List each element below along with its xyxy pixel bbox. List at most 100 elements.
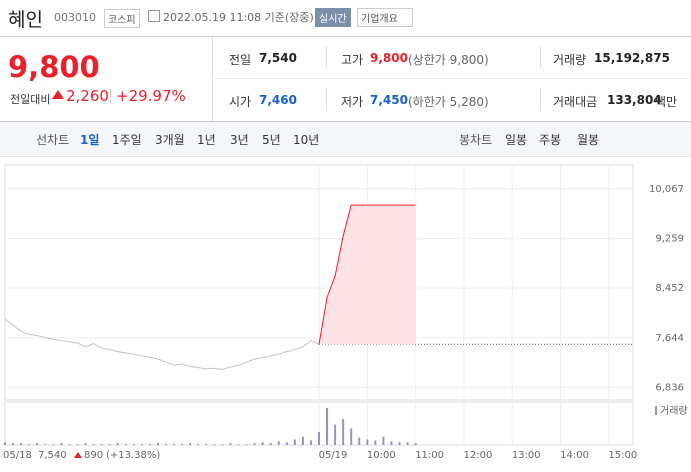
- volume-bar: [237, 444, 240, 445]
- area-fill: [319, 205, 416, 345]
- volume-bar: [4, 442, 6, 445]
- y-tick-label: 6,836: [655, 383, 684, 394]
- volume-bar: [269, 443, 272, 445]
- volume-bar: [245, 444, 248, 445]
- volume-bar: [52, 444, 55, 445]
- tab-label: 선차트: [36, 133, 70, 147]
- stat-label: 고가: [341, 53, 364, 67]
- volume-bar: [309, 440, 312, 445]
- period-tab[interactable]: 일봉: [505, 133, 528, 147]
- footer-close: 7,540: [38, 450, 67, 461]
- period-tab[interactable]: 1주일: [112, 133, 142, 147]
- volume-bar: [60, 443, 63, 445]
- x-tick-label: 12:00: [464, 450, 493, 461]
- volume-bar: [165, 444, 168, 445]
- stat-label: 저가: [341, 95, 364, 109]
- period-tab[interactable]: 1년: [197, 133, 216, 147]
- y-tick-label: 10,067: [649, 184, 684, 195]
- x-tick-label: 05/19: [319, 450, 348, 461]
- footer-change: 890: [84, 450, 103, 461]
- market-badge: 코스피: [104, 9, 140, 28]
- stat-value: 7,540: [259, 51, 297, 65]
- divider: [212, 78, 691, 79]
- x-tick-label: 11:00: [415, 450, 444, 461]
- volume-bar: [406, 442, 409, 445]
- volume-bar: [277, 441, 280, 445]
- x-tick-label: 13:00: [512, 450, 541, 461]
- volume-bar: [366, 439, 369, 445]
- period-tab[interactable]: 1일: [80, 133, 100, 147]
- volume-bar: [84, 443, 87, 445]
- volume-bar: [342, 419, 345, 445]
- calendar-icon: [148, 10, 160, 22]
- stat-note: (상한가 9,800): [408, 53, 489, 67]
- volume-bar: [116, 443, 119, 445]
- period-tab[interactable]: 5년: [262, 133, 281, 147]
- volume-bar: [261, 442, 264, 445]
- volume-bar: [36, 443, 39, 445]
- divider: [540, 46, 541, 68]
- volume-bar: [285, 442, 288, 445]
- tab-bar: [0, 121, 691, 157]
- y-tick-label: 9,259: [655, 233, 684, 244]
- volume-bar: [197, 444, 200, 445]
- stat-value: 133,804: [607, 93, 662, 107]
- volume-bar: [358, 437, 361, 445]
- change-rate: +29.97%: [116, 87, 186, 105]
- volume-bar: [414, 443, 417, 445]
- stat-value: 7,450: [370, 93, 408, 107]
- realtime-badge[interactable]: 실시간: [315, 8, 351, 27]
- divider: [326, 88, 327, 110]
- divider: [540, 88, 541, 110]
- volume-bar: [132, 444, 135, 445]
- volume-bar: [229, 443, 232, 445]
- volume-bar: [92, 444, 95, 445]
- stat-label: 거래량: [553, 53, 587, 67]
- current-price: 9,800: [8, 50, 100, 84]
- stat-label: 전일: [229, 53, 252, 67]
- volume-bar: [213, 444, 216, 445]
- volume-bar: [221, 444, 224, 445]
- stat-label: 거래대금: [553, 95, 598, 109]
- period-tab[interactable]: 월봉: [577, 133, 600, 147]
- volume-bar: [301, 436, 304, 445]
- volume-bar: [326, 408, 329, 445]
- period-tab[interactable]: 3개월: [155, 133, 185, 147]
- stock-name: 혜인: [8, 9, 43, 31]
- divider: [326, 46, 327, 68]
- tab-label: 봉차트: [459, 133, 493, 147]
- volume-bar: [398, 442, 401, 445]
- volume-bar: [76, 444, 79, 445]
- period-tab[interactable]: 3년: [230, 133, 249, 147]
- company-menu[interactable]: 기업개요: [357, 8, 413, 27]
- stat-value: 7,460: [259, 93, 297, 107]
- volume-bar: [382, 436, 385, 445]
- period-tab[interactable]: 주봉: [539, 133, 562, 147]
- up-arrow: [74, 452, 82, 458]
- period-tab[interactable]: 10년: [293, 133, 320, 147]
- stat-unit: 백만: [655, 95, 678, 109]
- volume-bar: [253, 443, 256, 445]
- volume-bar: [28, 444, 31, 445]
- x-tick-label: 14:00: [560, 450, 589, 461]
- volume-bar: [374, 440, 377, 445]
- volume-bar: [390, 441, 393, 445]
- separator: [110, 89, 111, 103]
- volume-bar: [318, 432, 320, 445]
- stat-value: 9,800: [370, 51, 408, 65]
- volume-bar: [181, 444, 184, 445]
- chart: 6,836 7,644 8,452 9,259 10,067 05/19 10:00 11:0…: [3, 164, 688, 461]
- footer-rate: (+13.38%): [106, 450, 160, 461]
- volume-legend-swatch: [655, 406, 657, 415]
- y-tick-label: 7,644: [655, 333, 684, 344]
- volume-bar: [20, 443, 23, 445]
- volume-bar: [189, 443, 192, 445]
- volume-bar: [148, 444, 151, 445]
- footer-date: 05/18: [3, 450, 32, 461]
- volume-bar: [293, 439, 296, 445]
- stat-value: 15,192,875: [594, 51, 670, 65]
- x-tick-label: 15:00: [608, 450, 637, 461]
- price-line: [4, 318, 320, 370]
- volume-bar: [205, 444, 208, 445]
- volume-legend: 거래량: [660, 405, 688, 417]
